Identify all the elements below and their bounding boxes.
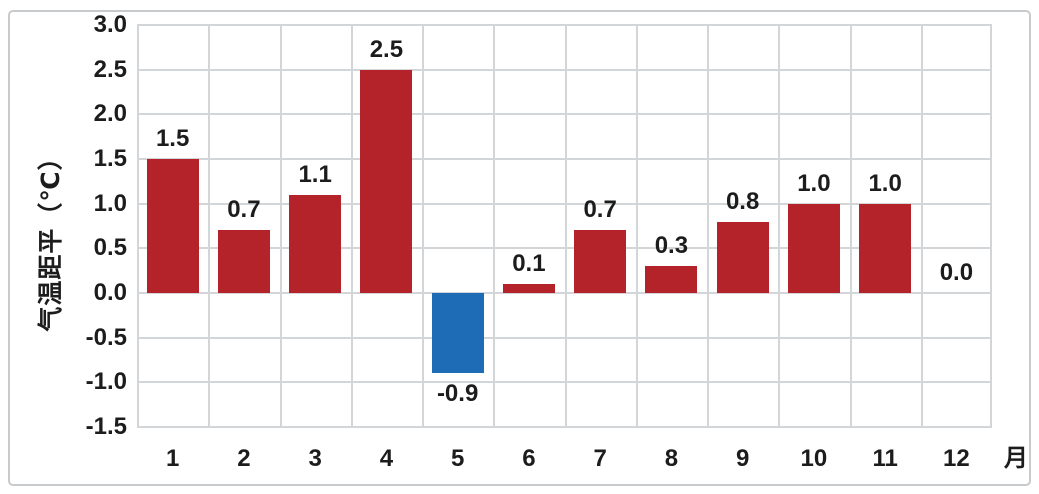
v-gridline-10 bbox=[849, 25, 852, 427]
bar-month-11 bbox=[859, 203, 912, 293]
y-tick-label--1.5: -1.5 bbox=[85, 413, 127, 440]
v-gridline-9 bbox=[778, 25, 781, 427]
v-gridline-2 bbox=[279, 25, 282, 427]
y-tick-label-0.5: 0.5 bbox=[93, 234, 127, 262]
v-gridline-3 bbox=[350, 25, 353, 427]
y-tick-label-2.5: 2.5 bbox=[93, 55, 127, 83]
bar-value-label-month-3: 1.1 bbox=[298, 160, 332, 188]
x-tick-label-12: 12 bbox=[943, 445, 970, 472]
bar-month-10 bbox=[787, 203, 840, 293]
v-gridline-4 bbox=[422, 25, 424, 427]
bar-value-label-month-9: 0.8 bbox=[725, 187, 760, 215]
x-tick-label-4: 4 bbox=[379, 445, 394, 472]
v-gridline-11 bbox=[920, 25, 923, 427]
plot-area bbox=[137, 24, 992, 428]
x-tick-label-5: 5 bbox=[450, 445, 465, 472]
y-tick-label-2.0: 2.0 bbox=[93, 100, 127, 128]
v-gridline-12 bbox=[990, 25, 992, 427]
bar-month-8 bbox=[645, 266, 698, 293]
x-tick-label-8: 8 bbox=[664, 445, 679, 472]
bar-value-label-month-12: 0.0 bbox=[939, 259, 974, 286]
x-tick-label-7: 7 bbox=[593, 445, 607, 472]
bar-value-label-month-4: 2.5 bbox=[369, 35, 404, 63]
y-tick-label-1.0: 1.0 bbox=[93, 189, 127, 217]
bar-month-1 bbox=[146, 159, 199, 293]
bar-month-3 bbox=[289, 194, 342, 293]
bar-value-label-month-11: 1.0 bbox=[868, 169, 902, 197]
v-gridline-0 bbox=[137, 25, 139, 427]
y-tick-label--1.0: -1.0 bbox=[85, 368, 127, 396]
v-gridline-8 bbox=[707, 25, 709, 427]
bar-value-label-month-6: 0.1 bbox=[512, 250, 546, 278]
y-tick-label-0.0: 0.0 bbox=[93, 279, 127, 306]
bar-month-2 bbox=[217, 230, 270, 293]
x-tick-label-6: 6 bbox=[522, 445, 536, 472]
y-tick-label-1.5: 1.5 bbox=[93, 145, 127, 172]
v-gridline-1 bbox=[208, 25, 211, 427]
h-gridline--1.5 bbox=[137, 426, 992, 428]
y-axis-title: 气温距平（℃） bbox=[37, 144, 65, 332]
v-gridline-5 bbox=[493, 25, 496, 427]
x-tick-label-2: 2 bbox=[237, 445, 251, 472]
x-axis-unit-label: 月 bbox=[1004, 445, 1028, 472]
bar-value-label-month-8: 0.3 bbox=[654, 232, 689, 260]
bar-month-7 bbox=[574, 230, 627, 293]
bar-month-9 bbox=[716, 221, 769, 293]
v-gridline-6 bbox=[564, 25, 567, 427]
x-tick-label-11: 11 bbox=[872, 445, 898, 472]
v-gridline-7 bbox=[635, 25, 638, 427]
bar-month-5 bbox=[431, 293, 484, 374]
bar-month-4 bbox=[360, 69, 413, 293]
bar-value-label-month-5: -0.9 bbox=[436, 380, 479, 408]
bar-value-label-month-10: 1.0 bbox=[797, 169, 831, 197]
x-tick-label-1: 1 bbox=[165, 445, 180, 472]
x-tick-label-3: 3 bbox=[308, 445, 322, 472]
y-tick-label--0.5: -0.5 bbox=[85, 323, 127, 351]
x-tick-label-9: 9 bbox=[735, 445, 750, 472]
y-tick-label-3.0: 3.0 bbox=[93, 11, 127, 38]
bar-month-6 bbox=[502, 284, 555, 293]
bar-value-label-month-7: 0.7 bbox=[583, 196, 617, 224]
bar-value-label-month-1: 1.5 bbox=[155, 125, 190, 152]
bar-value-label-month-2: 0.7 bbox=[227, 196, 261, 224]
x-tick-label-10: 10 bbox=[800, 445, 828, 472]
